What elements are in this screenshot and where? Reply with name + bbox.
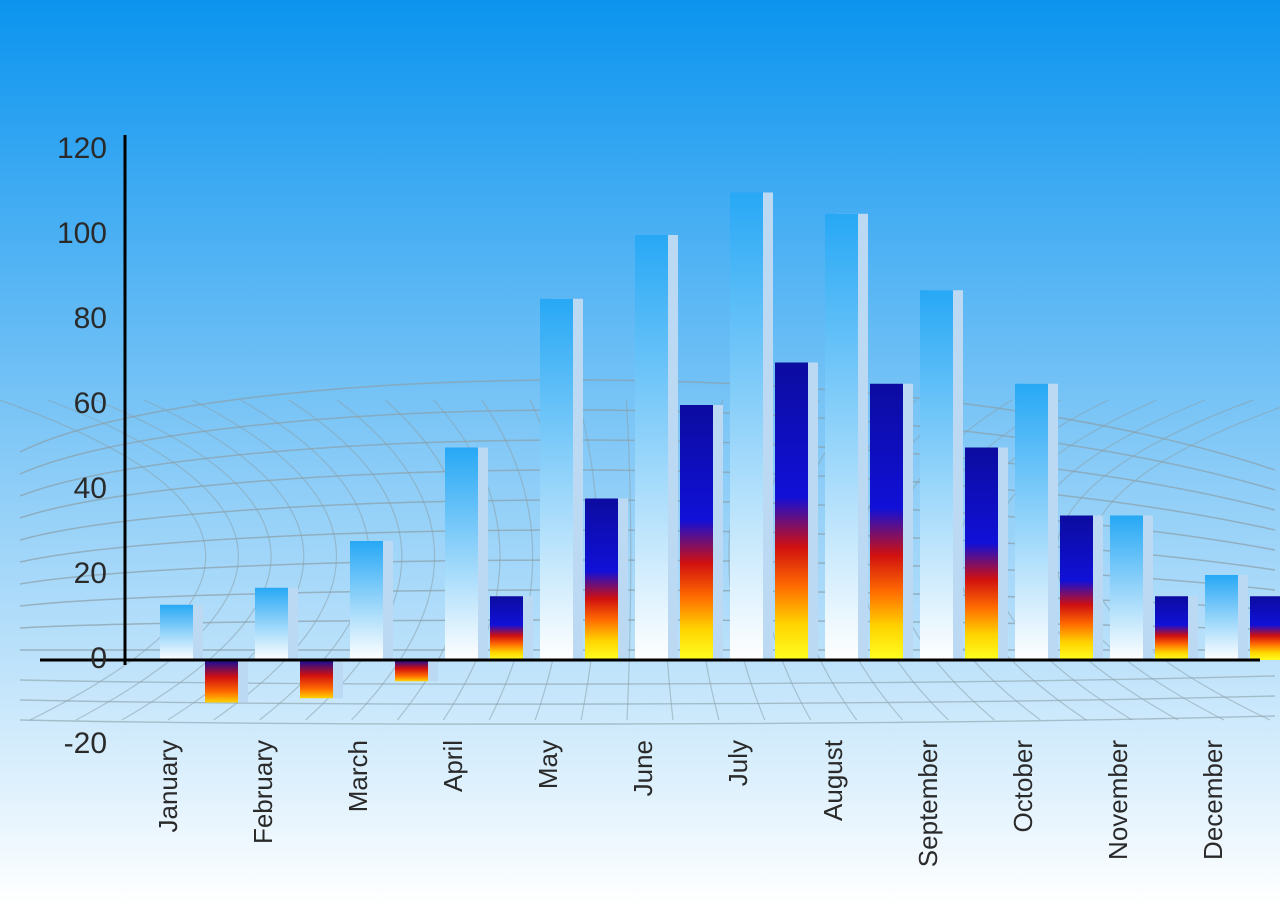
series1-bar xyxy=(825,214,858,660)
x-category-label: May xyxy=(533,740,563,789)
y-tick-label: 80 xyxy=(74,302,107,335)
series1-bar xyxy=(1205,575,1238,660)
series1-bar xyxy=(160,605,193,660)
x-category-label: November xyxy=(1103,740,1133,860)
series2-bar xyxy=(965,448,998,661)
series2-bar xyxy=(1060,516,1093,661)
series2-bar xyxy=(395,660,428,681)
x-category-label: September xyxy=(913,740,943,868)
series2-bar xyxy=(1155,596,1188,660)
series2-bar xyxy=(205,660,238,703)
series1-bar xyxy=(1015,384,1048,660)
series1-bar xyxy=(350,541,383,660)
x-category-label: June xyxy=(628,740,658,796)
x-category-label: December xyxy=(1198,740,1228,860)
series1-bar xyxy=(1110,516,1143,661)
series2-bar xyxy=(300,660,333,698)
x-category-label: April xyxy=(438,740,468,792)
y-tick-label: -20 xyxy=(64,727,107,760)
series2-bar xyxy=(585,499,618,661)
series1-bar xyxy=(255,588,288,660)
x-category-label: February xyxy=(248,740,278,844)
y-tick-label: 40 xyxy=(74,472,107,505)
series1-bar xyxy=(540,299,573,660)
y-tick-label: 120 xyxy=(57,132,107,165)
series1-bar xyxy=(730,193,763,661)
series2-bar xyxy=(775,363,808,661)
x-category-label: July xyxy=(723,740,753,786)
monthly-bar-chart: -20 0 20 40 60 80 100 120 January February March A… xyxy=(0,0,1280,905)
y-tick-label: 20 xyxy=(74,557,107,590)
x-category-label: August xyxy=(818,739,848,821)
series1-bar xyxy=(445,448,478,661)
x-category-label: January xyxy=(153,740,183,833)
chart-stage: -20 0 20 40 60 80 100 120 January February March A… xyxy=(0,0,1280,905)
x-category-label: March xyxy=(343,740,373,812)
series1-bar xyxy=(920,290,953,660)
y-tick-label: 60 xyxy=(74,387,107,420)
series2-bar xyxy=(1250,596,1280,660)
series1-bar xyxy=(635,235,668,660)
y-tick-label: 0 xyxy=(90,642,107,675)
y-tick-label: 100 xyxy=(57,217,107,250)
series2-bar xyxy=(680,405,713,660)
x-category-label: October xyxy=(1008,740,1038,833)
series2-bar xyxy=(490,596,523,660)
series2-bar xyxy=(870,384,903,660)
